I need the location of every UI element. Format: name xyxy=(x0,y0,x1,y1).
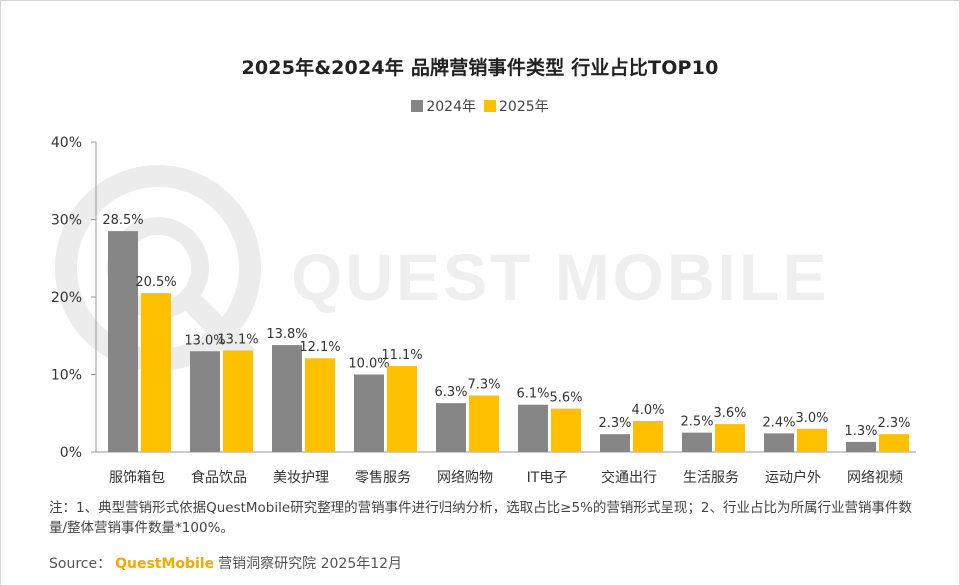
bar-2024 xyxy=(272,345,302,452)
legend-item-2025: 2025年 xyxy=(484,96,549,116)
x-tick-label: 运动户外 xyxy=(765,469,821,486)
data-label: 3.0% xyxy=(795,411,828,426)
source-line: Source： QuestMobile 营销洞察研究院 2025年12月 xyxy=(49,553,402,573)
data-label: 13.0% xyxy=(184,333,225,348)
legend-item-2024: 2024年 xyxy=(411,96,476,116)
data-label: 6.1% xyxy=(516,387,549,402)
bar-2024 xyxy=(108,231,138,452)
footnote: 注：1、典型营销形式依据QuestMobile研究整理的营销事件进行归纳分析，选… xyxy=(49,500,913,536)
bar-2025 xyxy=(141,293,171,452)
legend-swatch-2024 xyxy=(411,100,424,112)
bar-2025 xyxy=(551,408,581,452)
bar-2024 xyxy=(518,404,548,452)
data-label: 5.6% xyxy=(549,391,582,406)
source-label: Source： xyxy=(49,556,112,572)
data-label: 4.0% xyxy=(631,403,664,418)
bar-2024 xyxy=(600,434,630,452)
bar-2025 xyxy=(879,434,909,452)
bar-2025 xyxy=(223,350,253,452)
data-label: 13.1% xyxy=(217,332,258,347)
data-label: 2.3% xyxy=(877,416,910,431)
data-label: 6.3% xyxy=(434,385,467,400)
bar-2025 xyxy=(305,358,335,452)
source-text: 营销洞察研究院 2025年12月 xyxy=(218,556,403,572)
x-tick-label: IT电子 xyxy=(527,470,568,486)
x-tick-label: 网络视频 xyxy=(847,470,903,486)
data-label: 2.3% xyxy=(598,416,631,431)
data-label: 2.4% xyxy=(762,415,795,430)
x-tick-label: 生活服务 xyxy=(683,470,739,486)
data-label: 2.5% xyxy=(680,415,713,430)
bar-2024 xyxy=(846,441,876,452)
data-label: 28.5% xyxy=(102,213,143,228)
bar-2025 xyxy=(633,421,663,452)
bar-2024 xyxy=(354,374,384,452)
data-label: 10.0% xyxy=(348,357,389,372)
data-label: 13.8% xyxy=(266,327,307,342)
y-tick-label: 20% xyxy=(51,290,82,306)
chart-title: 2025年&2024年 品牌营销事件类型 行业占比TOP10 xyxy=(241,57,719,79)
data-label: 7.3% xyxy=(467,377,500,392)
legend-swatch-2025 xyxy=(484,100,496,112)
data-label: 1.3% xyxy=(844,424,877,439)
bar-2024 xyxy=(190,351,220,452)
data-label: 20.5% xyxy=(135,275,176,290)
data-label: 12.1% xyxy=(299,340,340,355)
bar-2025 xyxy=(715,424,745,452)
x-tick-label: 食品饮品 xyxy=(191,469,247,486)
bar-2025 xyxy=(387,365,417,452)
bar-2024 xyxy=(682,432,712,452)
x-tick-label: 网络购物 xyxy=(437,470,493,486)
x-tick-label: 美妆护理 xyxy=(273,470,329,486)
x-tick-label: 零售服务 xyxy=(355,470,411,486)
x-tick-label: 交通出行 xyxy=(601,469,657,486)
data-label: 3.6% xyxy=(713,406,746,421)
y-tick-label: 30% xyxy=(51,213,82,229)
bar-2024 xyxy=(436,403,466,452)
source-brand: QuestMobile xyxy=(115,556,215,572)
data-label: 11.1% xyxy=(381,348,422,363)
y-tick-label: 0% xyxy=(60,445,82,461)
legend-label-2024: 2024年 xyxy=(426,99,476,115)
bar-2025 xyxy=(469,395,499,452)
x-tick-label: 服饰箱包 xyxy=(109,470,165,486)
bar-chart: 0% 10% 20% 30% 40% 28.5% 20.5% 服饰箱包 13.0%13.1% 食品… xyxy=(51,135,916,486)
y-tick-label: 40% xyxy=(51,135,82,151)
legend: 2024年 2025年 xyxy=(1,96,959,116)
y-tick-label: 10% xyxy=(51,368,82,384)
bar-2024 xyxy=(764,433,794,452)
bar-2025 xyxy=(797,428,827,452)
legend-label-2025: 2025年 xyxy=(499,99,549,115)
